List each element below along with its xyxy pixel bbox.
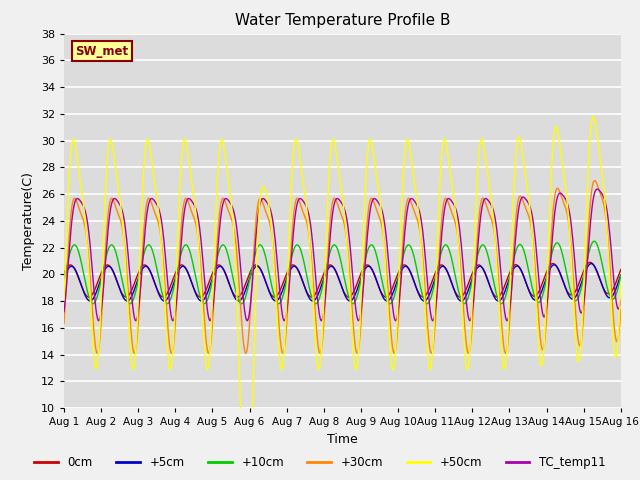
Y-axis label: Temperature(C): Temperature(C) bbox=[22, 172, 35, 270]
Title: Water Temperature Profile B: Water Temperature Profile B bbox=[235, 13, 450, 28]
Text: SW_met: SW_met bbox=[75, 45, 128, 58]
X-axis label: Time: Time bbox=[327, 432, 358, 445]
Legend: 0cm, +5cm, +10cm, +30cm, +50cm, TC_temp11: 0cm, +5cm, +10cm, +30cm, +50cm, TC_temp1… bbox=[30, 452, 610, 474]
